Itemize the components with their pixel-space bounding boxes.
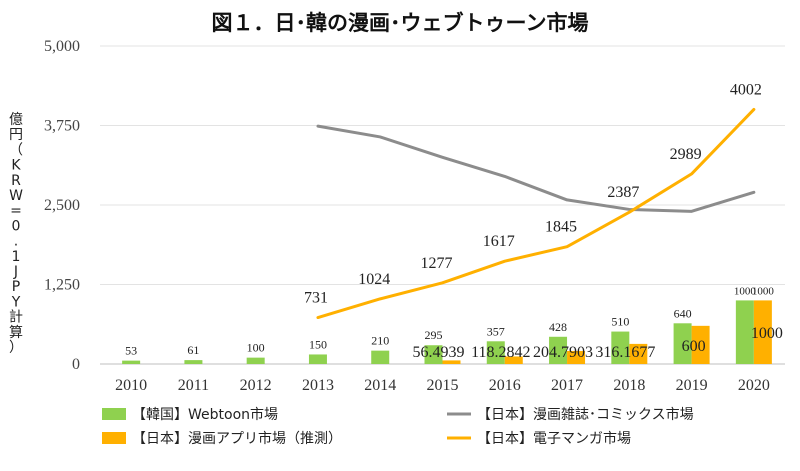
korea-webtoon-bar [184,360,203,364]
y-tick-label: 1,250 [44,277,80,294]
korea-webtoon-bar-label: 1000 [734,285,757,297]
japan-digital-line [316,107,756,320]
korea-webtoon-bar-label: 100 [247,341,265,355]
x-tick-label: 2011 [178,377,209,394]
legend-swatch [102,432,126,444]
korea-webtoon-bar [611,331,630,364]
korea-webtoon-bar [371,350,390,364]
x-tick-label: 2019 [676,377,708,394]
y-axis-title-char: W [9,188,23,204]
korea-webtoon-bar [122,360,141,364]
korea-webtoon-bar-label: 61 [187,343,199,357]
japan-magazine-line [316,124,756,213]
y-axis-title-char: ） [9,340,23,356]
japan-app-bar-label: 600 [682,338,706,355]
y-axis-title-char: 算 [9,325,23,341]
y-axis-title-char: . [14,234,18,250]
legend-entry: 【日本】電子マンガ市場 [477,430,631,447]
japan-digital-point-label: 2989 [670,146,702,163]
x-axis-ticks: 2010 2011 2012 2013 2014 2015 2016 2017 2018 2019… [115,377,770,394]
y-axis-title-char: 1 [12,249,21,265]
japan-app-bar [629,343,648,364]
japan-app-bar-label: 56.4939 [413,344,465,361]
bars [122,300,772,364]
korea-webtoon-bar [673,323,692,364]
japan-app-bar [504,356,523,364]
korea-webtoon-bar-label: 210 [371,334,389,348]
legend-entry: 【韓国】Webtoon市場 [132,406,278,423]
data-labels: 53 61 100 150 210 295 357 428 510 640 1000 56.4939 1… [125,81,783,361]
japan-digital-point-label: 1024 [358,271,390,288]
x-tick-label: 2013 [302,377,334,394]
japan-digital-point-label: 1845 [545,219,577,236]
y-axis-title-char: J [13,264,18,280]
y-axis-title-char: 億 [9,112,23,128]
x-tick-label: 2014 [364,377,396,394]
y-axis-title-char: 円 [9,127,23,143]
chart-title: 図１．日･韓の漫画･ウェブトゥーン市場 [212,11,589,35]
y-axis-title-char: = [10,203,22,219]
x-tick-label: 2012 [240,377,272,394]
y-axis-label: 億円（ K R W = 0. 1 J P Y 計算） [9,112,23,356]
y-tick-label: 0 [72,356,80,373]
japan-digital-point-label: 1617 [483,233,515,250]
japan-app-bar-label: 204.7903 [533,344,593,361]
y-axis-title-char: 計 [9,310,23,326]
y-axis-title-char: P [12,279,20,295]
x-tick-label: 2020 [738,377,770,394]
y-tick-label: 5,000 [44,38,80,55]
x-tick-label: 2017 [551,377,583,394]
lines [316,107,756,320]
legend-entry: 【日本】漫画雑誌･コミックス市場 [477,406,694,423]
korea-webtoon-bar-label: 510 [611,315,629,329]
japan-app-bar [691,325,710,364]
japan-digital-point-label: 2387 [607,184,639,201]
korea-webtoon-bar [549,336,568,364]
x-tick-label: 2010 [115,377,147,394]
y-axis-title-char: Y [11,294,21,310]
korea-webtoon-bar-label: 357 [487,324,505,338]
japan-app-bar-label: 118.2842 [471,344,530,361]
y-axis-title: 億円（ K R W = 0. 1 J P Y 計算） [9,112,23,356]
japan-app-bar-label: 1000 [752,285,775,297]
korea-webtoon-bar [735,300,754,364]
x-tick-label: 2018 [613,377,645,394]
korea-webtoon-bar [424,345,443,364]
korea-webtoon-bar [308,354,327,364]
japan-digital-point-label: 1277 [421,255,453,272]
korea-webtoon-bar-label: 150 [309,337,327,351]
japan-app-bar [753,300,772,364]
korea-webtoon-bar-label: 640 [674,306,692,320]
japan-digital-point-label: 731 [304,290,328,307]
y-tick-label: 3,750 [44,118,80,135]
legend: 【韓国】Webtoon市場 【日本】漫画雑誌･コミックス市場【日本】漫画アプリ市場… [102,406,694,447]
legend-swatch [102,408,126,420]
legend-entry: 【日本】漫画アプリ市場（推測） [132,430,342,447]
x-tick-label: 2015 [427,377,459,394]
y-tick-label: 2,500 [44,197,80,214]
japan-app-bar-value-large: 1000 [751,325,783,342]
x-tick-label: 2016 [489,377,521,394]
japan-app-bar-label: 316.1677 [595,344,655,361]
y-axis-title-char: 0 [12,218,21,234]
korea-webtoon-bar-label: 295 [425,328,443,342]
japan-digital-point-label: 4002 [730,81,762,98]
grid-lines [100,45,785,365]
y-axis-title-char: （ [9,142,23,158]
japan-app-bar [567,350,586,364]
korea-webtoon-bar [246,357,265,364]
korea-webtoon-bar-label: 53 [125,344,137,358]
y-axis-title-char: R [11,173,21,189]
japan-app-bar [442,360,461,364]
y-axis-title-char: K [11,158,21,174]
korea-webtoon-bar [486,341,505,364]
y-axis-ticks: 0 1,250 2,500 3,750 5,000 [44,38,80,373]
korea-webtoon-bar-label: 428 [549,320,567,334]
